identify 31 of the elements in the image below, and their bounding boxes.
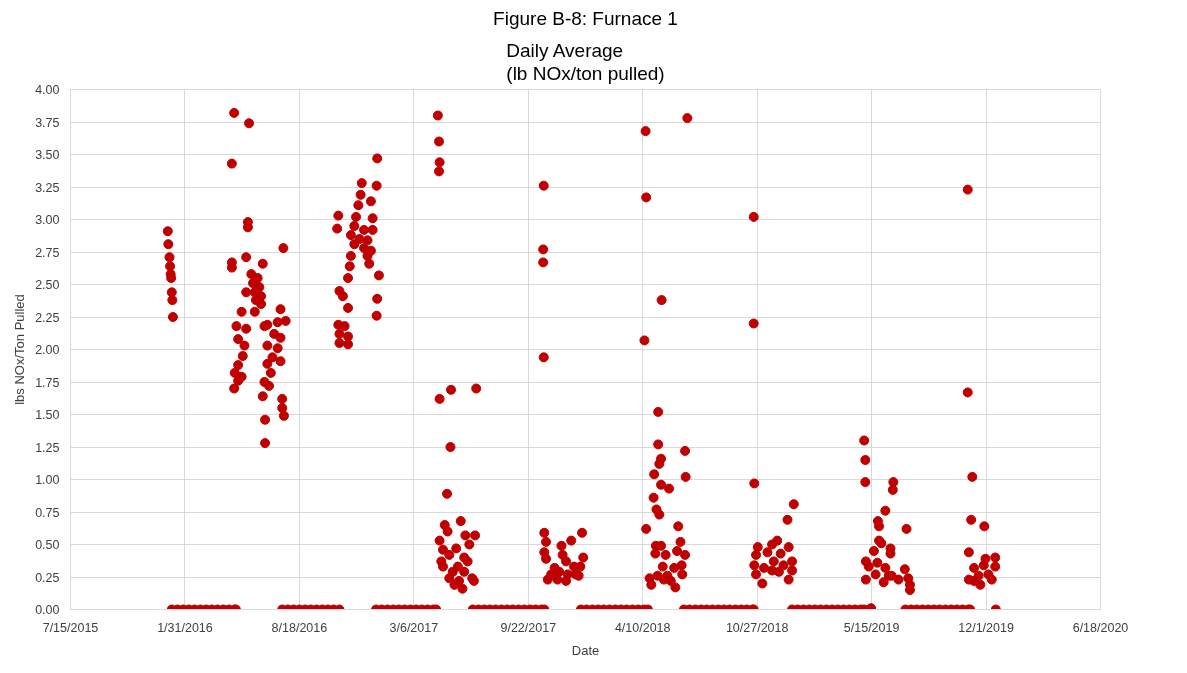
chart-subtitle: Daily Average (lb NOx/ton pulled) xyxy=(506,40,665,85)
x-tick-label: 10/27/2018 xyxy=(725,620,789,635)
y-tick-label: 3.50 xyxy=(35,148,60,162)
y-tick-label: 3.75 xyxy=(35,115,60,130)
y-tick-label: 3.25 xyxy=(35,180,60,195)
x-tick-label: 7/15/2015 xyxy=(42,620,99,635)
x-tick-label: 8/18/2016 xyxy=(271,620,328,635)
y-tick-label: 1.50 xyxy=(35,408,60,422)
y-tick-label: 4.00 xyxy=(35,83,60,97)
x-tick-label: 12/1/2019 xyxy=(958,620,1014,635)
y-tick-label: 1.25 xyxy=(35,440,60,455)
y-tick-label: 2.50 xyxy=(35,278,60,292)
y-tick-label: 0.00 xyxy=(35,603,60,617)
y-tick-label: 3.00 xyxy=(35,213,60,227)
y-tick-label: 0.75 xyxy=(35,505,60,520)
y-tick-label: 2.00 xyxy=(35,343,60,357)
x-tick-label: 4/10/2018 xyxy=(614,620,671,635)
y-tick-label: 2.25 xyxy=(35,310,60,325)
y-axis-title: lbs NOx/Ton Pulled xyxy=(12,294,28,405)
y-tick-label: 2.75 xyxy=(35,245,60,260)
x-tick-label: 6/18/2020 xyxy=(1072,620,1129,635)
x-tick-label: 1/31/2016 xyxy=(157,620,213,635)
y-tick-label: 0.25 xyxy=(35,570,60,585)
x-axis-title: Date xyxy=(571,642,600,658)
x-tick-label: 3/6/2017 xyxy=(389,620,439,635)
y-tick-label: 1.00 xyxy=(35,473,60,487)
chart-title: Figure B-8: Furnace 1 xyxy=(493,7,678,29)
x-tick-label: 9/22/2017 xyxy=(500,620,557,635)
x-tick-label: 5/15/2019 xyxy=(843,620,900,635)
y-tick-label: 1.75 xyxy=(35,375,60,390)
y-tick-label: 0.50 xyxy=(35,538,60,552)
